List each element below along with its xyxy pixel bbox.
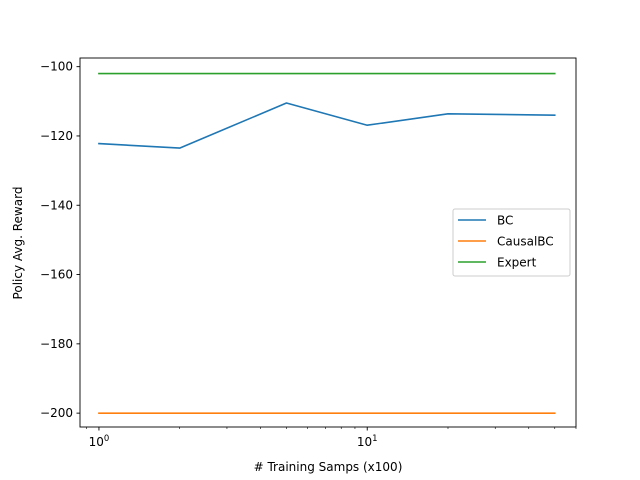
- series-line-bc: [98, 102, 556, 149]
- y-tick-label: −120: [40, 129, 73, 143]
- y-tick-label: −160: [40, 268, 73, 282]
- plot-frame: [79, 57, 577, 428]
- y-axis-label: Policy Avg. Reward: [11, 187, 25, 300]
- axes-layer: −100 −120 −140 −160 −180 −200 100 101: [40, 57, 577, 449]
- legend-label-causalbc: CausalBC: [497, 235, 554, 249]
- series-layer: [98, 72, 556, 414]
- legend-label-bc: BC: [497, 214, 513, 228]
- legend-label-expert: Expert: [497, 256, 537, 270]
- legend: BC CausalBC Expert: [452, 208, 571, 277]
- x-tick-label: 100: [89, 434, 110, 449]
- y-tick-label: −180: [40, 337, 73, 351]
- x-tick-label: 101: [357, 434, 378, 449]
- y-tick-label: −200: [40, 406, 73, 420]
- y-tick-label: −100: [40, 60, 73, 74]
- legend-box: [452, 208, 571, 277]
- x-axis-label: # Training Samps (x100): [254, 460, 403, 474]
- y-tick-label: −140: [40, 198, 73, 212]
